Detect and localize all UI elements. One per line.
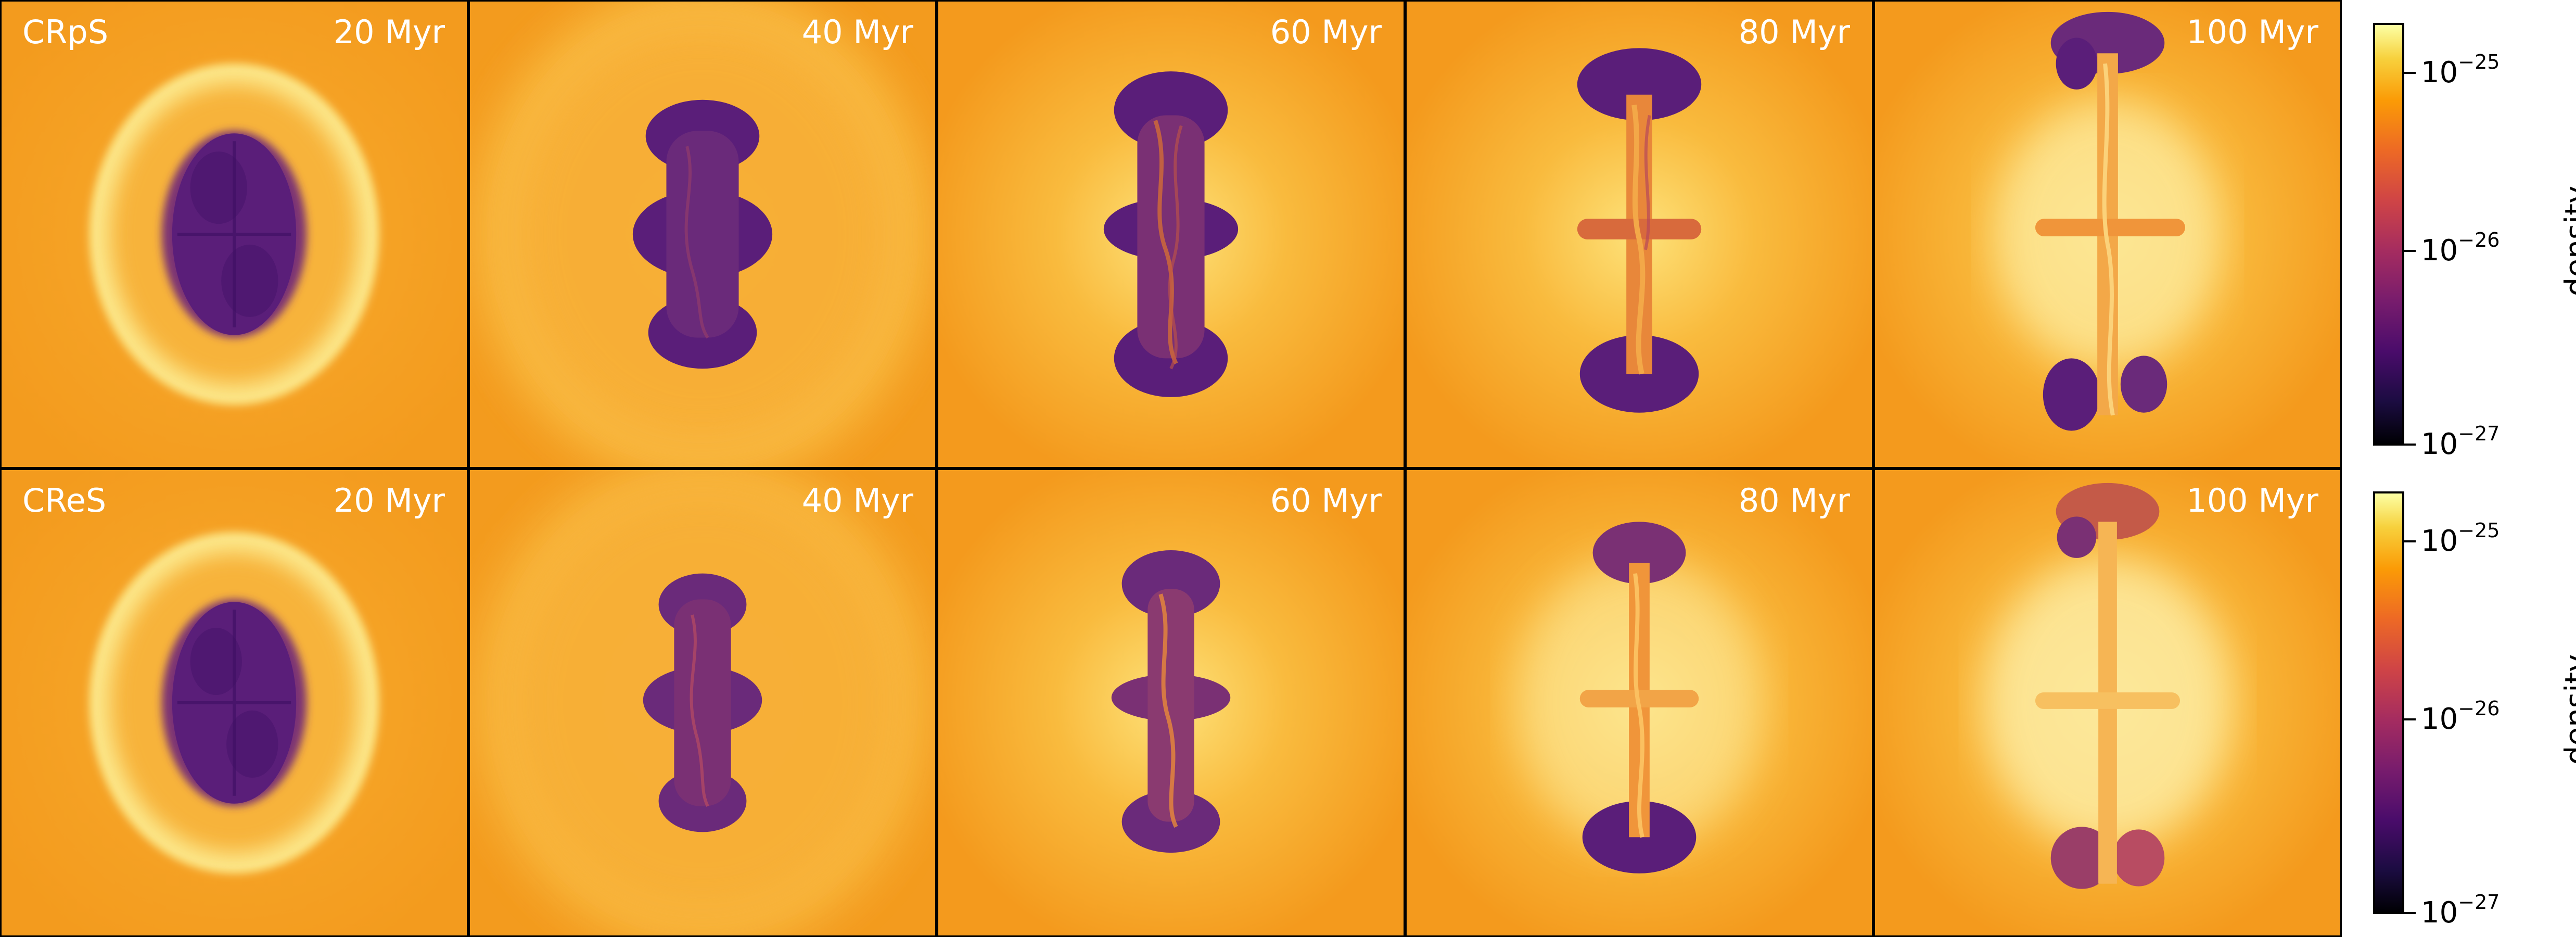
panel-crps-40myr: 40 Myr bbox=[468, 0, 937, 468]
colorbar-top bbox=[2373, 23, 2404, 446]
density-slice-image bbox=[938, 2, 1404, 467]
colorbar-bottom bbox=[2373, 491, 2404, 914]
colorbar-label: density bbox=[2558, 185, 2576, 297]
colorbar-tick bbox=[2404, 444, 2416, 446]
time-label: 40 Myr bbox=[801, 13, 913, 51]
time-label: 80 Myr bbox=[1738, 13, 1850, 51]
colorbar-label: density bbox=[2558, 654, 2576, 765]
colorbar-tick-label: 10−25 bbox=[2421, 519, 2500, 558]
density-slice-image bbox=[938, 470, 1404, 935]
density-slice-image bbox=[2, 470, 467, 935]
run-label: CReS bbox=[22, 482, 107, 520]
time-label: 60 Myr bbox=[1270, 482, 1382, 520]
colorbar-tick-label: 10−26 bbox=[2421, 229, 2500, 268]
time-label: 100 Myr bbox=[2186, 13, 2318, 51]
colorbar-tick-label: 10−26 bbox=[2421, 697, 2500, 736]
panel-crps-60myr: 60 Myr bbox=[937, 0, 1405, 468]
panel-cres-100myr: 100 Myr bbox=[1873, 468, 2342, 937]
density-slice-image bbox=[1407, 2, 1872, 467]
panel-cres-80myr: 80 Myr bbox=[1405, 468, 1873, 937]
time-label: 20 Myr bbox=[333, 482, 445, 520]
panel-cres-40myr: 40 Myr bbox=[468, 468, 937, 937]
density-slice-image bbox=[1875, 470, 2340, 935]
colorbar-tick bbox=[2404, 718, 2416, 720]
density-slice-image bbox=[1875, 2, 2340, 467]
run-label: CRpS bbox=[22, 13, 109, 51]
colorbar-tick-label: 10−25 bbox=[2421, 50, 2500, 90]
colorbar-tick bbox=[2404, 912, 2416, 914]
time-label: 100 Myr bbox=[2186, 482, 2318, 520]
density-slice-image bbox=[1407, 470, 1872, 935]
panel-crps-20myr: CRpS 20 Myr bbox=[0, 0, 468, 468]
panel-cres-60myr: 60 Myr bbox=[937, 468, 1405, 937]
panel-crps-100myr: 100 Myr bbox=[1873, 0, 2342, 468]
colorbar-tick bbox=[2404, 72, 2416, 74]
colorbar-tick-label: 10−27 bbox=[2421, 891, 2500, 930]
time-label: 20 Myr bbox=[333, 13, 445, 51]
time-label: 40 Myr bbox=[801, 482, 913, 520]
panel-cres-20myr: CReS 20 Myr bbox=[0, 468, 468, 937]
colorbar-tick bbox=[2404, 250, 2416, 252]
density-slice-image bbox=[470, 470, 935, 935]
time-label: 60 Myr bbox=[1270, 13, 1382, 51]
panel-crps-80myr: 80 Myr bbox=[1405, 0, 1873, 468]
colorbar-tick-label: 10−27 bbox=[2421, 422, 2500, 461]
time-label: 80 Myr bbox=[1738, 482, 1850, 520]
density-slice-image bbox=[2, 2, 467, 467]
colorbar-tick bbox=[2404, 540, 2416, 542]
density-slice-image bbox=[470, 2, 935, 467]
